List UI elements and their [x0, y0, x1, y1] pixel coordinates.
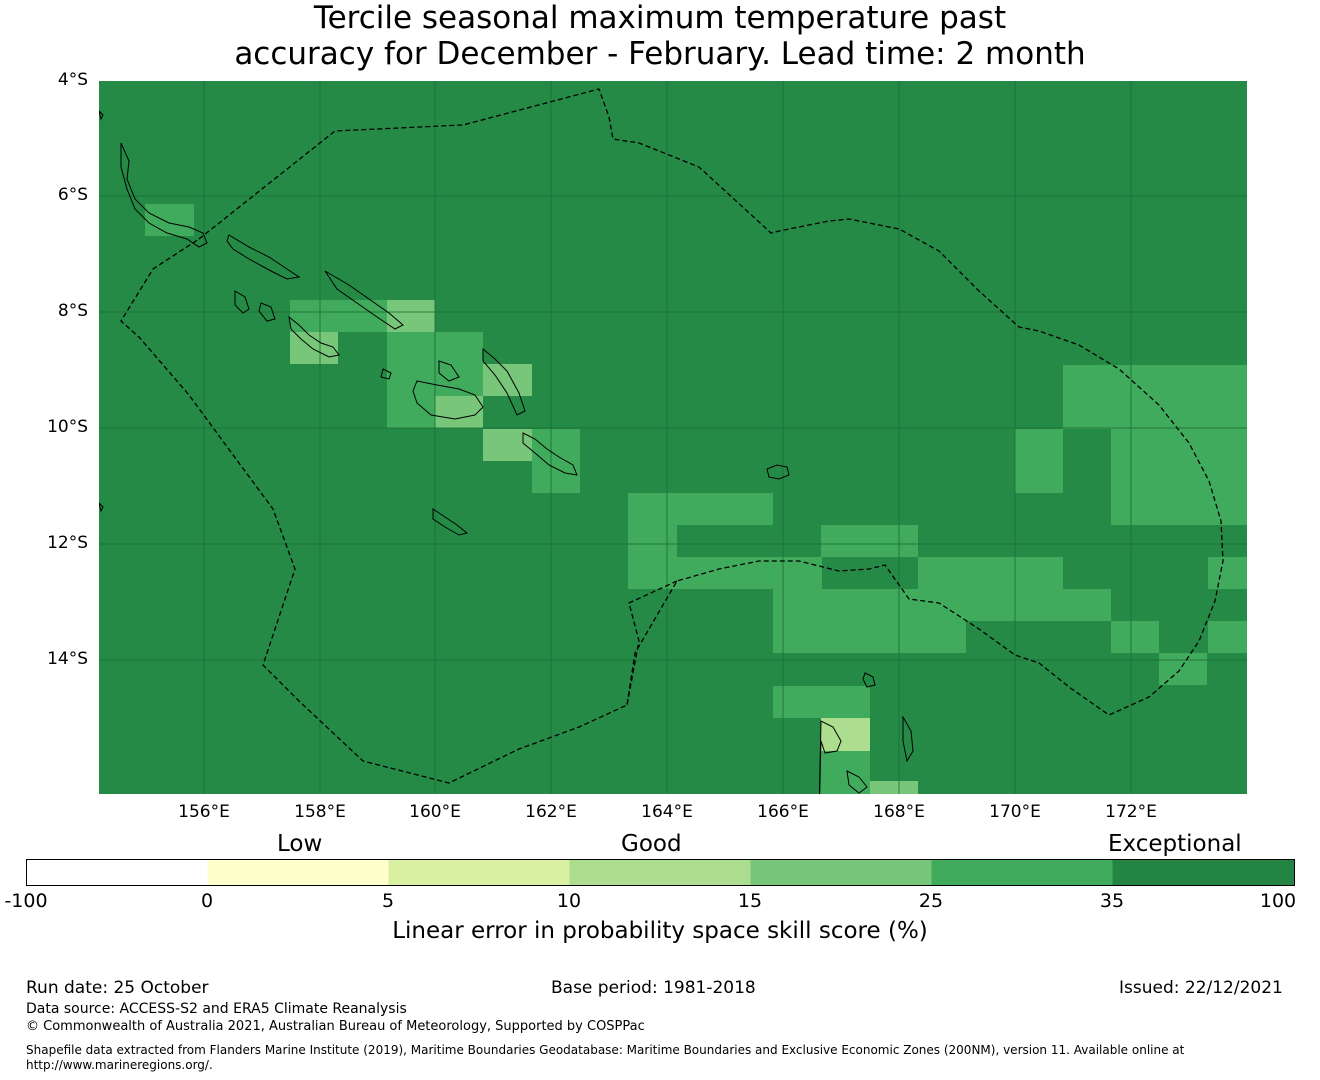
shapefile-credit-line-1: Shapefile data extracted from Flanders M… — [26, 1043, 1185, 1057]
colorbar-segment-3 — [569, 859, 751, 886]
lon-label-168e: 168°E — [873, 802, 925, 822]
copyright: © Commonwealth of Australia 2021, Austra… — [26, 1019, 645, 1034]
category-low-label: Low — [277, 831, 323, 857]
tick-label-2: 5 — [381, 890, 395, 912]
lon-label-162e: 162°E — [525, 802, 577, 822]
category-good-label: Good — [621, 831, 682, 857]
tick-label-5: 25 — [918, 890, 944, 912]
lat-label-10s: 10°S — [47, 417, 88, 437]
issued-date: Issued: 22/12/2021 — [1119, 978, 1283, 998]
colorbar-segment-5 — [931, 859, 1113, 886]
tick-label-6: 35 — [1099, 890, 1125, 912]
data-source: Data source: ACCESS-S2 and ERA5 Climate … — [26, 1001, 407, 1017]
title-line-1: Tercile seasonal maximum temperature pas… — [313, 0, 1007, 36]
colorbar — [26, 859, 1295, 886]
colorbar-segment-0 — [26, 859, 208, 886]
lon-label-160e: 160°E — [409, 802, 461, 822]
base-period: Base period: 1981-2018 — [551, 978, 756, 998]
gridlines — [99, 81, 1247, 794]
coastlines — [99, 110, 914, 794]
colorbar-frame — [26, 859, 1295, 886]
title-line-2: accuracy for December - February. Lead t… — [234, 36, 1086, 72]
lon-label-172e: 172°E — [1105, 802, 1157, 822]
lon-label-170e: 170°E — [989, 802, 1041, 822]
lat-label-4s: 4°S — [57, 70, 88, 90]
tick-label-3: 10 — [556, 890, 582, 912]
map-title: Tercile seasonal maximum temperature pas… — [0, 0, 1320, 72]
shapefile-credit-line-2: http://www.marineregions.org/. — [26, 1058, 213, 1072]
lat-label-12s: 12°S — [47, 533, 88, 553]
run-date: Run date: 25 October — [26, 978, 209, 998]
lon-label-158e: 158°E — [294, 802, 346, 822]
colorbar-segment-1 — [207, 859, 389, 886]
category-exceptional-label: Exceptional — [1108, 831, 1242, 857]
lat-label-6s: 6°S — [57, 185, 88, 205]
lat-label-8s: 8°S — [57, 301, 88, 321]
skill-map — [99, 81, 1247, 794]
tick-label-1: 0 — [200, 890, 214, 912]
colorbar-title: Linear error in probability space skill … — [392, 918, 928, 944]
eez-boundaries — [120, 88, 1224, 784]
colorbar-segment-4 — [750, 859, 932, 886]
lon-label-166e: 166°E — [757, 802, 809, 822]
tick-label-7: 100 — [1259, 890, 1297, 912]
colorbar-segment-2 — [388, 859, 570, 886]
lat-label-14s: 14°S — [47, 649, 88, 669]
tick-label-0: -100 — [4, 890, 48, 912]
colorbar-segment-6 — [1112, 859, 1295, 886]
lon-label-156e: 156°E — [178, 802, 230, 822]
skill-cells — [145, 204, 1247, 794]
lon-label-164e: 164°E — [641, 802, 693, 822]
tick-label-4: 15 — [737, 890, 763, 912]
